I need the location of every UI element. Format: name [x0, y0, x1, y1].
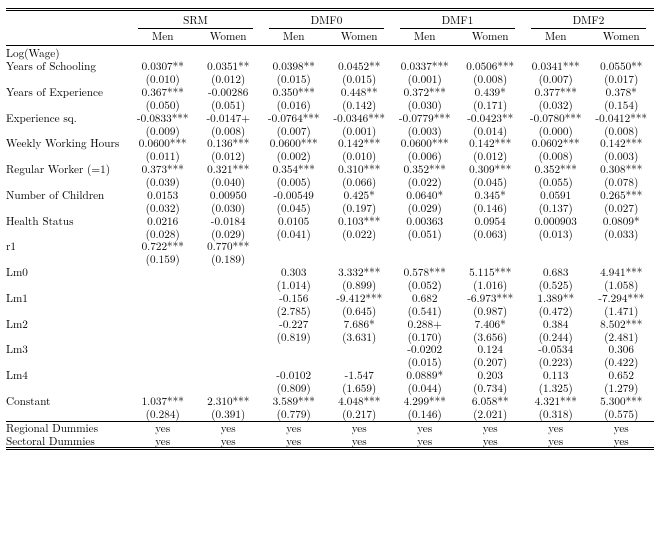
row-label: Lm2 — [6, 316, 28, 332]
row-label: Constant — [6, 393, 51, 409]
footer-cell: yes — [523, 435, 589, 449]
estimate-cell — [195, 369, 261, 382]
row-label: Weekly Working Hours — [6, 135, 119, 151]
row-label: Experience sq. — [6, 110, 77, 126]
stderr-cell: (0.033) — [588, 228, 654, 241]
stderr-cell: (0.159) — [130, 253, 196, 266]
estimate-cell — [195, 343, 261, 356]
stderr-cell: (0.051) — [392, 228, 458, 241]
stderr-cell: (0.013) — [523, 228, 589, 241]
footer-cell: yes — [588, 435, 654, 449]
row-label: Years of Schooling — [6, 58, 96, 74]
estimate-cell — [195, 318, 261, 331]
estimate-cell — [130, 292, 196, 305]
sub-header: Women — [326, 29, 392, 45]
estimate-cell — [261, 240, 327, 253]
estimate-cell — [261, 343, 327, 356]
stderr-cell — [130, 305, 196, 318]
sub-header: Men — [523, 29, 589, 45]
estimate-cell — [326, 343, 392, 356]
estimate-cell — [195, 292, 261, 305]
estimate-cell — [392, 240, 458, 253]
estimate-cell — [523, 240, 589, 253]
group-header: DMF2 — [523, 10, 654, 30]
estimate-cell — [588, 240, 654, 253]
sub-header: Men — [392, 29, 458, 45]
sub-header: Men — [261, 29, 327, 45]
row-label: Number of Children — [6, 187, 104, 203]
stderr-cell: (0.041) — [261, 228, 327, 241]
estimate-cell — [130, 318, 196, 331]
group-label: DMF0 — [311, 12, 343, 28]
row-label: Lm0 — [6, 264, 28, 280]
estimate-cell — [195, 266, 261, 279]
group-header: DMF1 — [392, 10, 523, 30]
footer-cell: yes — [326, 435, 392, 449]
footer-cell: yes — [457, 435, 523, 449]
footer-cell: yes — [195, 435, 261, 449]
row-label: Years of Experience — [6, 84, 103, 100]
estimate-cell — [130, 266, 196, 279]
row-label: Regular Worker (=1) — [6, 161, 110, 177]
row-label: Lm4 — [6, 367, 28, 383]
row-label: r1 — [6, 238, 16, 254]
sub-header: Women — [588, 29, 654, 45]
stderr-cell — [130, 279, 196, 292]
footer-row-label: Sectoral Dummies — [6, 433, 95, 449]
stderr-cell — [195, 331, 261, 344]
row-label: Lm1 — [6, 290, 28, 306]
sub-header: Women — [457, 29, 523, 45]
stderr-cell: (0.189) — [195, 253, 261, 266]
stderr-cell: (0.022) — [326, 228, 392, 241]
stderr-cell: (0.063) — [457, 228, 523, 241]
group-label: DMF1 — [442, 12, 474, 28]
stderr-cell: (0.819) — [261, 331, 327, 344]
estimate-cell — [326, 240, 392, 253]
row-label: Health Status — [6, 213, 74, 229]
estimate-cell — [130, 343, 196, 356]
group-label: SRM — [183, 12, 208, 28]
stderr-cell — [130, 356, 196, 369]
estimate-cell — [457, 240, 523, 253]
regression-table: SRMDMF0DMF1DMF2MenWomenMenWomenMenWomenM… — [6, 8, 654, 450]
stderr-cell — [195, 279, 261, 292]
footer-cell: yes — [392, 435, 458, 449]
stderr-cell: (3.631) — [326, 331, 392, 344]
group-label: DMF2 — [573, 12, 605, 28]
sub-header: Women — [195, 29, 261, 45]
row-label: Lm3 — [6, 341, 28, 357]
sub-header: Men — [130, 29, 196, 45]
footer-cell: yes — [261, 435, 327, 449]
footer-cell: yes — [130, 435, 196, 449]
group-header: SRM — [130, 10, 261, 30]
stderr-cell — [195, 356, 261, 369]
estimate-cell — [130, 369, 196, 382]
stderr-cell — [195, 305, 261, 318]
group-header: DMF0 — [261, 10, 392, 30]
stderr-cell — [130, 331, 196, 344]
